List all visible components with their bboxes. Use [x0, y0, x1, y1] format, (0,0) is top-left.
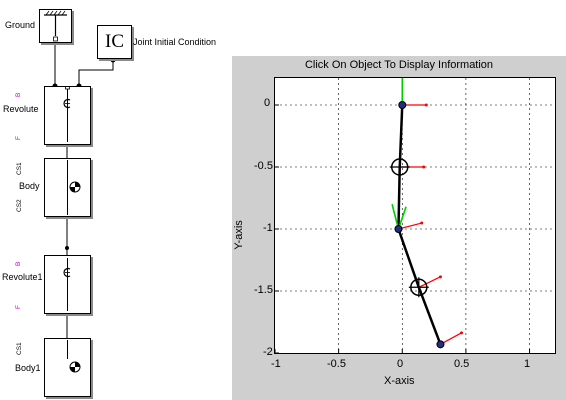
plot-axes[interactable]: [274, 77, 556, 354]
y-axis-label: Y-axis: [232, 220, 245, 250]
joint-initial-condition-block[interactable]: IC: [97, 25, 132, 59]
y-tick-label: -2: [263, 346, 273, 358]
body-port-cs2: CS2: [16, 199, 23, 212]
body-link: [397, 228, 420, 288]
frame-x-tip: [422, 165, 426, 169]
frame-x-marker: [398, 222, 422, 230]
body-link: [398, 104, 404, 168]
body-label: Body: [19, 181, 40, 191]
x-axis-label: X-axis: [384, 375, 415, 387]
body1-block[interactable]: [44, 338, 91, 397]
body1-port-cs1: CS1: [16, 342, 23, 355]
frame-x-tip: [420, 221, 424, 225]
body-link: [397, 166, 401, 230]
revolute1-joint-icon: [63, 258, 71, 311]
x-tick-label: 0.5: [454, 358, 470, 370]
body1-icon: [67, 340, 81, 373]
revolute-block[interactable]: [44, 86, 91, 145]
y-tick-label: -0.5: [254, 160, 273, 172]
ground-label: Ground: [5, 20, 36, 30]
body-link: [417, 286, 442, 345]
body-icon: [67, 160, 81, 215]
frame-y-marker: [391, 204, 400, 230]
body-port-cs1: CS1: [16, 162, 23, 175]
revolute-joint-icon: [63, 87, 71, 142]
joint-marker: [394, 225, 403, 233]
plot-title: Click On Object To Display Information: [304, 59, 494, 71]
y-tick-label: -1.5: [254, 284, 273, 296]
plot-canvas[interactable]: [275, 78, 555, 353]
frame-x-tip: [424, 103, 428, 107]
x-tick-label: -0.5: [327, 358, 346, 370]
y-tick-label: 0: [264, 97, 271, 109]
diagram-connections: [52, 42, 116, 338]
ic-text: IC: [105, 31, 124, 52]
revolute1-label: Revolute1: [2, 272, 43, 282]
revolute-port-b: B: [15, 92, 22, 97]
joint-marker: [398, 101, 407, 109]
joint-initial-condition-label: Joint Initial Condition: [133, 37, 217, 47]
x-tick-label: -1: [271, 358, 281, 370]
revolute1-block[interactable]: [44, 255, 91, 314]
revolute-label: Revolute: [3, 104, 39, 114]
frame-x-tip: [460, 331, 464, 335]
revolute1-port-b: B: [15, 261, 22, 266]
revolute1-port-f: F: [15, 305, 22, 309]
body1-label: Body1: [15, 363, 41, 373]
body-block[interactable]: [44, 158, 91, 217]
revolute-port-f: F: [15, 136, 22, 140]
x-tick-label: 0: [397, 358, 404, 370]
frame-x-tip: [438, 275, 442, 279]
y-tick-label: -1: [263, 222, 273, 234]
frame-x-marker: [418, 276, 441, 288]
ground-icon: [44, 10, 67, 42]
x-tick-label: 1: [524, 358, 531, 370]
ground-block[interactable]: [39, 9, 72, 43]
joint-marker: [436, 340, 445, 349]
